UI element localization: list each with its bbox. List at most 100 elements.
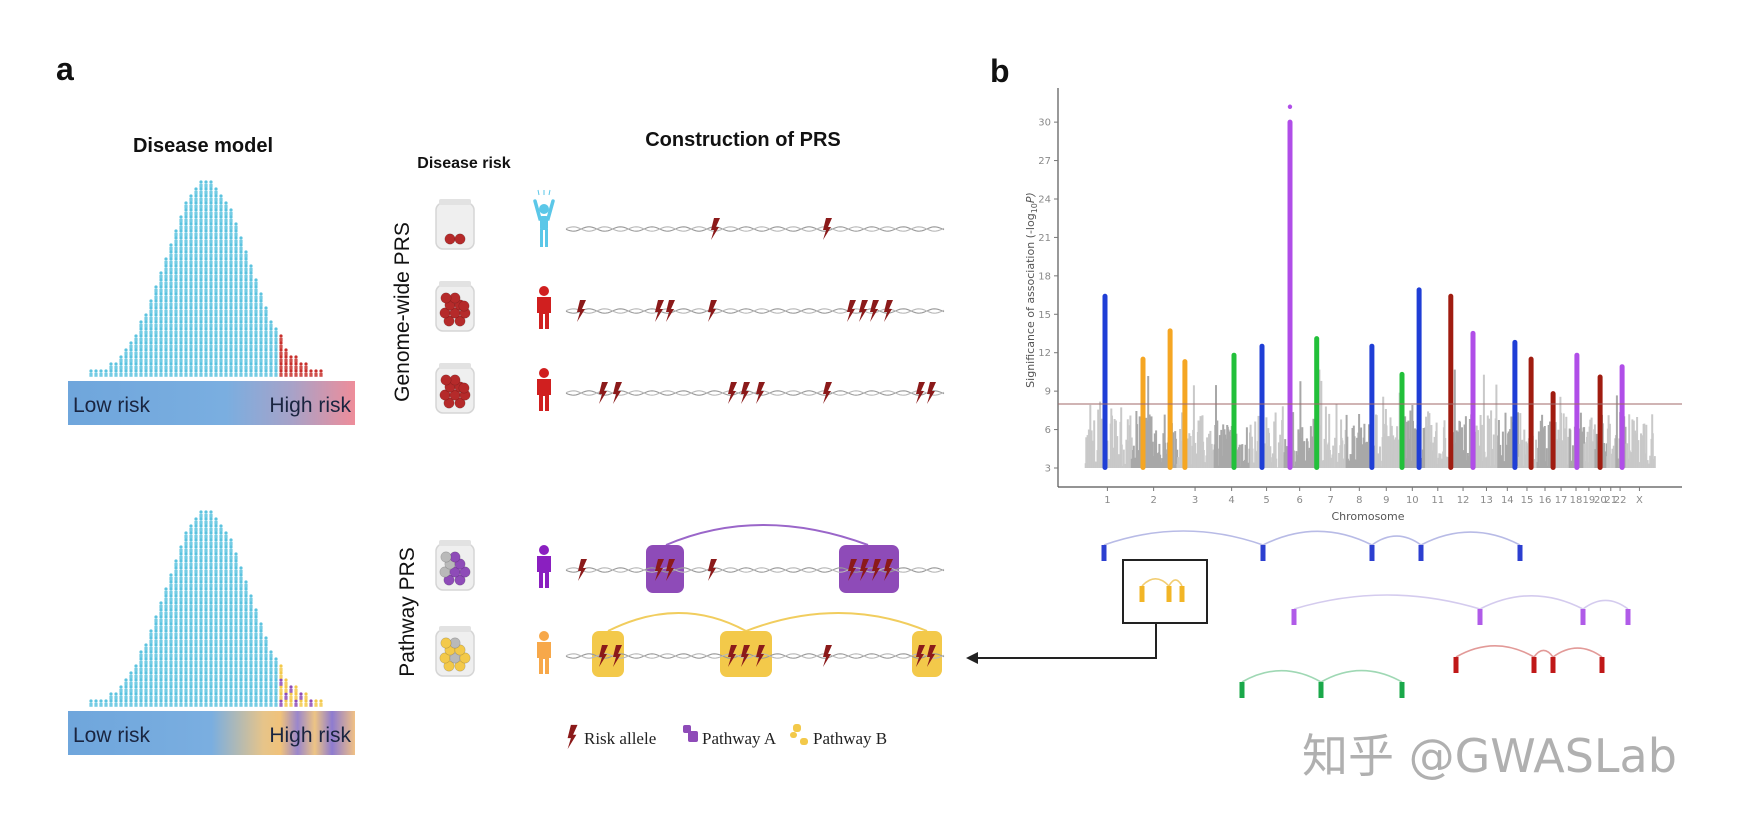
person-figure-body (219, 653, 223, 658)
person-figure-head (229, 222, 233, 226)
person-figure-body (184, 253, 188, 258)
person-figure-head (184, 264, 188, 268)
person-figure-body (274, 330, 278, 335)
person-figure-head (219, 580, 223, 584)
person-figure-body (199, 316, 203, 321)
background-snp-column (1653, 456, 1656, 468)
person-figure-body (124, 702, 128, 707)
person-head (539, 368, 549, 378)
background-snp-column (1163, 414, 1166, 468)
background-snp-column (1220, 429, 1223, 468)
background-snp-column (1637, 440, 1640, 468)
person-figure-head (189, 355, 193, 359)
person-figure-body (214, 316, 218, 321)
person-figure-head (169, 594, 173, 598)
person-figure-head (214, 208, 218, 212)
person-figure-body (249, 281, 253, 286)
person-figure-body (189, 604, 193, 609)
background-snp-column (1603, 443, 1605, 468)
person-figure-head (209, 334, 213, 338)
person-figure-body (309, 702, 313, 707)
person-figure-head (259, 320, 263, 324)
person-figure-head (219, 685, 223, 689)
person-figure-head (179, 580, 183, 584)
person-figure-body (209, 232, 213, 237)
background-snp-column (1595, 433, 1598, 468)
person-figure-head (149, 692, 153, 696)
background-snp-column (1323, 438, 1326, 468)
person-figure-head (169, 264, 173, 268)
person-figure-body (184, 590, 188, 595)
person-figure-head (164, 278, 168, 282)
person-figure-head (164, 594, 168, 598)
person-figure-head (224, 222, 228, 226)
person-figure-head (199, 636, 203, 640)
person-figure-head (214, 292, 218, 296)
person-figure-body (214, 681, 218, 686)
person-figure-head (229, 552, 233, 556)
person-figure-body (174, 681, 178, 686)
person-figure-head (164, 348, 168, 352)
person-figure-body (219, 632, 223, 637)
person-figure-body (154, 660, 158, 665)
risk-allele-icon (666, 300, 675, 322)
person-figure-head (224, 538, 228, 542)
person-figure-body (219, 597, 223, 602)
person-figure-body (109, 695, 113, 700)
person-figure-head (189, 208, 193, 212)
person-figure-head (169, 257, 173, 261)
person-figure-body (259, 309, 263, 314)
person-figure-body (219, 667, 223, 672)
person-figure-body (254, 337, 258, 342)
person-figure-body (199, 330, 203, 335)
person-figure-body (159, 632, 163, 637)
background-snp-column (1309, 426, 1312, 468)
person-figure-body (209, 653, 213, 658)
person-figure-body (144, 323, 148, 328)
person-figure-head (164, 643, 168, 647)
person-figure-head (139, 657, 143, 661)
person-figure-head (289, 369, 293, 373)
risk-allele-icon (823, 645, 832, 667)
person-figure-body (249, 295, 253, 300)
person-figure-body (224, 646, 228, 651)
background-snp-column (1422, 428, 1425, 468)
person-figure-body (144, 660, 148, 665)
person-figure-body (239, 337, 243, 342)
arrow-head-icon (966, 652, 978, 664)
person-figure-head (154, 327, 158, 331)
person-figure-head (249, 678, 253, 682)
person-figure-body (154, 702, 158, 707)
person-figure-head (269, 685, 273, 689)
person-figure-head (199, 180, 203, 184)
person-figure-body (209, 583, 213, 588)
person-figure-head (284, 699, 288, 703)
person-figure-head (139, 678, 143, 682)
person-figure-body (219, 267, 223, 272)
person-figure-head (204, 629, 208, 633)
person-figure-head (169, 292, 173, 296)
highlighted-locus-chr5 (1259, 343, 1265, 470)
person-figure-body (279, 702, 283, 707)
person-figure-body (109, 365, 113, 370)
person-figure-head (169, 299, 173, 303)
person-figure-head (184, 664, 188, 668)
person-figure-head (194, 517, 198, 521)
person-figure-head (259, 650, 263, 654)
person-figure-head (194, 622, 198, 626)
person-figure-head (264, 320, 268, 324)
person-figure-body (204, 351, 208, 356)
person-figure-body (194, 246, 198, 251)
person-figure-head (179, 320, 183, 324)
person-figure-body (199, 569, 203, 574)
person-figure-head (144, 327, 148, 331)
person-figure-head (164, 664, 168, 668)
person-figure-body (179, 330, 183, 335)
person-figure-body (174, 597, 178, 602)
person-figure-body (194, 197, 198, 202)
person-figure-body (234, 365, 238, 370)
person-figure-body (204, 253, 208, 258)
person-figure-head (174, 264, 178, 268)
x-tick-label: X (1636, 495, 1643, 506)
